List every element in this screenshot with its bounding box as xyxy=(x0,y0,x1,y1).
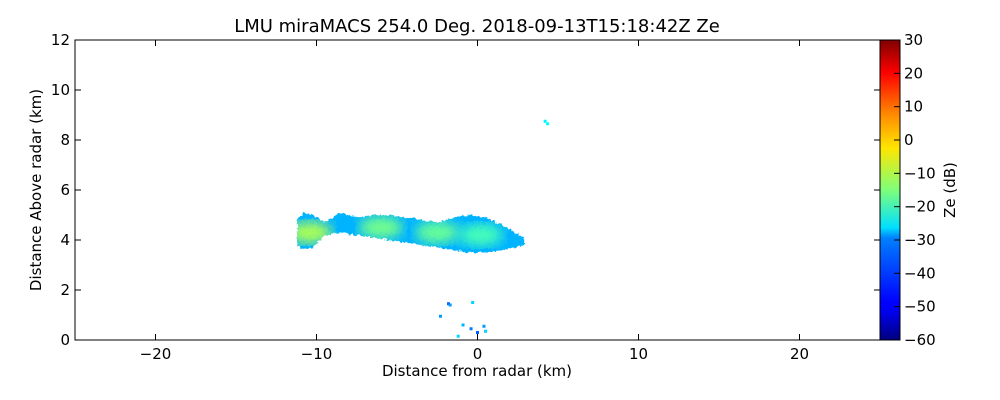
x-axis-label: Distance from radar (km) xyxy=(382,362,572,380)
chart-title: LMU miraMACS 254.0 Deg. 2018-09-13T15:18… xyxy=(234,16,720,37)
x-tick-label: −20 xyxy=(140,345,172,363)
colorbar-tick-label: −30 xyxy=(904,231,936,249)
colorbar-tick-label: −20 xyxy=(904,198,936,216)
reflectivity-speckle xyxy=(476,331,479,334)
reflectivity-speckle xyxy=(484,329,488,333)
reflectivity-speckle xyxy=(469,327,473,331)
reflectivity-speckle xyxy=(448,303,452,307)
reflectivity-speckle xyxy=(438,314,442,318)
y-tick-label: 6 xyxy=(60,181,70,199)
reflectivity-speckle xyxy=(546,122,550,126)
colorbar-tick-label: 0 xyxy=(904,131,914,149)
colorbar-tick-label: 20 xyxy=(904,64,923,82)
x-tick-label: 20 xyxy=(790,345,809,363)
colorbar-gradient xyxy=(879,39,901,341)
y-tick-label: 8 xyxy=(60,131,70,149)
y-tick-label: 10 xyxy=(51,81,70,99)
x-tick-label: 10 xyxy=(629,345,648,363)
cloud-region xyxy=(297,212,525,253)
y-axis-label: Distance Above radar (km) xyxy=(27,89,45,291)
y-tick-label: 2 xyxy=(60,281,70,299)
plot-area xyxy=(297,119,550,338)
colorbar: 30 20 10 0 −10 −20 −30 −40 −50 −60 Ze (dB) xyxy=(879,31,959,349)
y-tick-label: 4 xyxy=(60,231,70,249)
colorbar-ticks: 30 20 10 0 −10 −20 −30 −40 −50 −60 xyxy=(894,31,936,349)
reflectivity-blob xyxy=(297,221,333,244)
reflectivity-speckle xyxy=(456,334,460,338)
y-axis: 0 2 4 6 8 10 12 xyxy=(51,31,880,349)
colorbar-tick-label: 10 xyxy=(904,98,923,116)
plot-frame xyxy=(74,39,881,341)
colorbar-tick-label: −10 xyxy=(904,164,936,182)
x-axis: −20 −10 0 10 20 xyxy=(140,40,809,363)
colorbar-tick-label: −60 xyxy=(904,331,936,349)
colorbar-label: Ze (dB) xyxy=(941,162,959,218)
colorbar-tick-label: 30 xyxy=(904,31,923,49)
reflectivity-speckle xyxy=(447,302,451,306)
y-tick-label: 12 xyxy=(51,31,70,49)
reflectivity-speckle xyxy=(471,301,475,304)
colorbar-tick-label: −40 xyxy=(904,264,936,282)
reflectivity-blob xyxy=(358,216,403,239)
reflectivity-speckle xyxy=(461,323,465,327)
reflectivity-speckle xyxy=(482,324,486,328)
colorbar-tick-label: −50 xyxy=(904,298,936,316)
x-tick-label: 0 xyxy=(473,345,483,363)
reflectivity-blob xyxy=(415,221,460,244)
reflectivity-blob xyxy=(458,224,503,246)
cloud-core xyxy=(297,216,503,246)
x-tick-label: −10 xyxy=(301,345,333,363)
y-tick-label: 0 xyxy=(60,331,70,349)
reflectivity-speckle xyxy=(543,119,547,123)
